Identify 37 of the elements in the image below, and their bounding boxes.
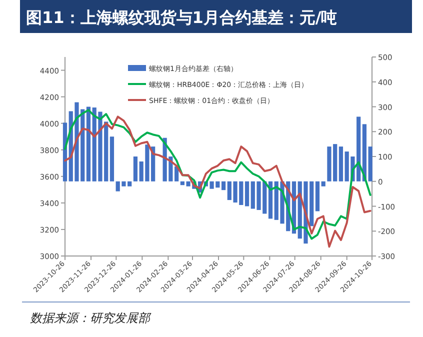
bar	[315, 181, 320, 212]
bar	[80, 109, 85, 182]
bar	[250, 181, 255, 209]
bar	[98, 112, 102, 182]
bar	[333, 144, 338, 182]
bar	[133, 156, 138, 182]
source-note: 数据来源：研究发展部	[30, 311, 152, 325]
bar	[321, 181, 326, 186]
bar	[368, 146, 372, 182]
bar	[256, 181, 261, 210]
bar	[86, 106, 91, 182]
bar	[116, 181, 120, 192]
bar	[216, 181, 220, 188]
bar	[244, 181, 250, 206]
bar	[227, 181, 232, 200]
bar	[327, 146, 332, 182]
bar	[139, 161, 144, 182]
bar	[262, 181, 267, 214]
bar	[310, 181, 314, 226]
chart-title: 图11：上海螺纹现货与1月合约基差：元/吨	[26, 8, 338, 27]
bar	[338, 146, 344, 182]
bar	[145, 144, 150, 182]
bar	[128, 181, 132, 186]
bar	[104, 122, 108, 182]
bar	[110, 136, 114, 182]
bar	[344, 152, 349, 182]
bar	[356, 116, 361, 182]
bar	[122, 181, 126, 186]
bar	[92, 107, 96, 182]
bar	[210, 181, 214, 189]
bar	[233, 181, 238, 203]
bar	[274, 181, 278, 220]
bar	[186, 181, 190, 186]
bar	[268, 181, 273, 219]
bar	[239, 181, 244, 206]
bar	[221, 181, 226, 190]
bar	[180, 181, 184, 186]
